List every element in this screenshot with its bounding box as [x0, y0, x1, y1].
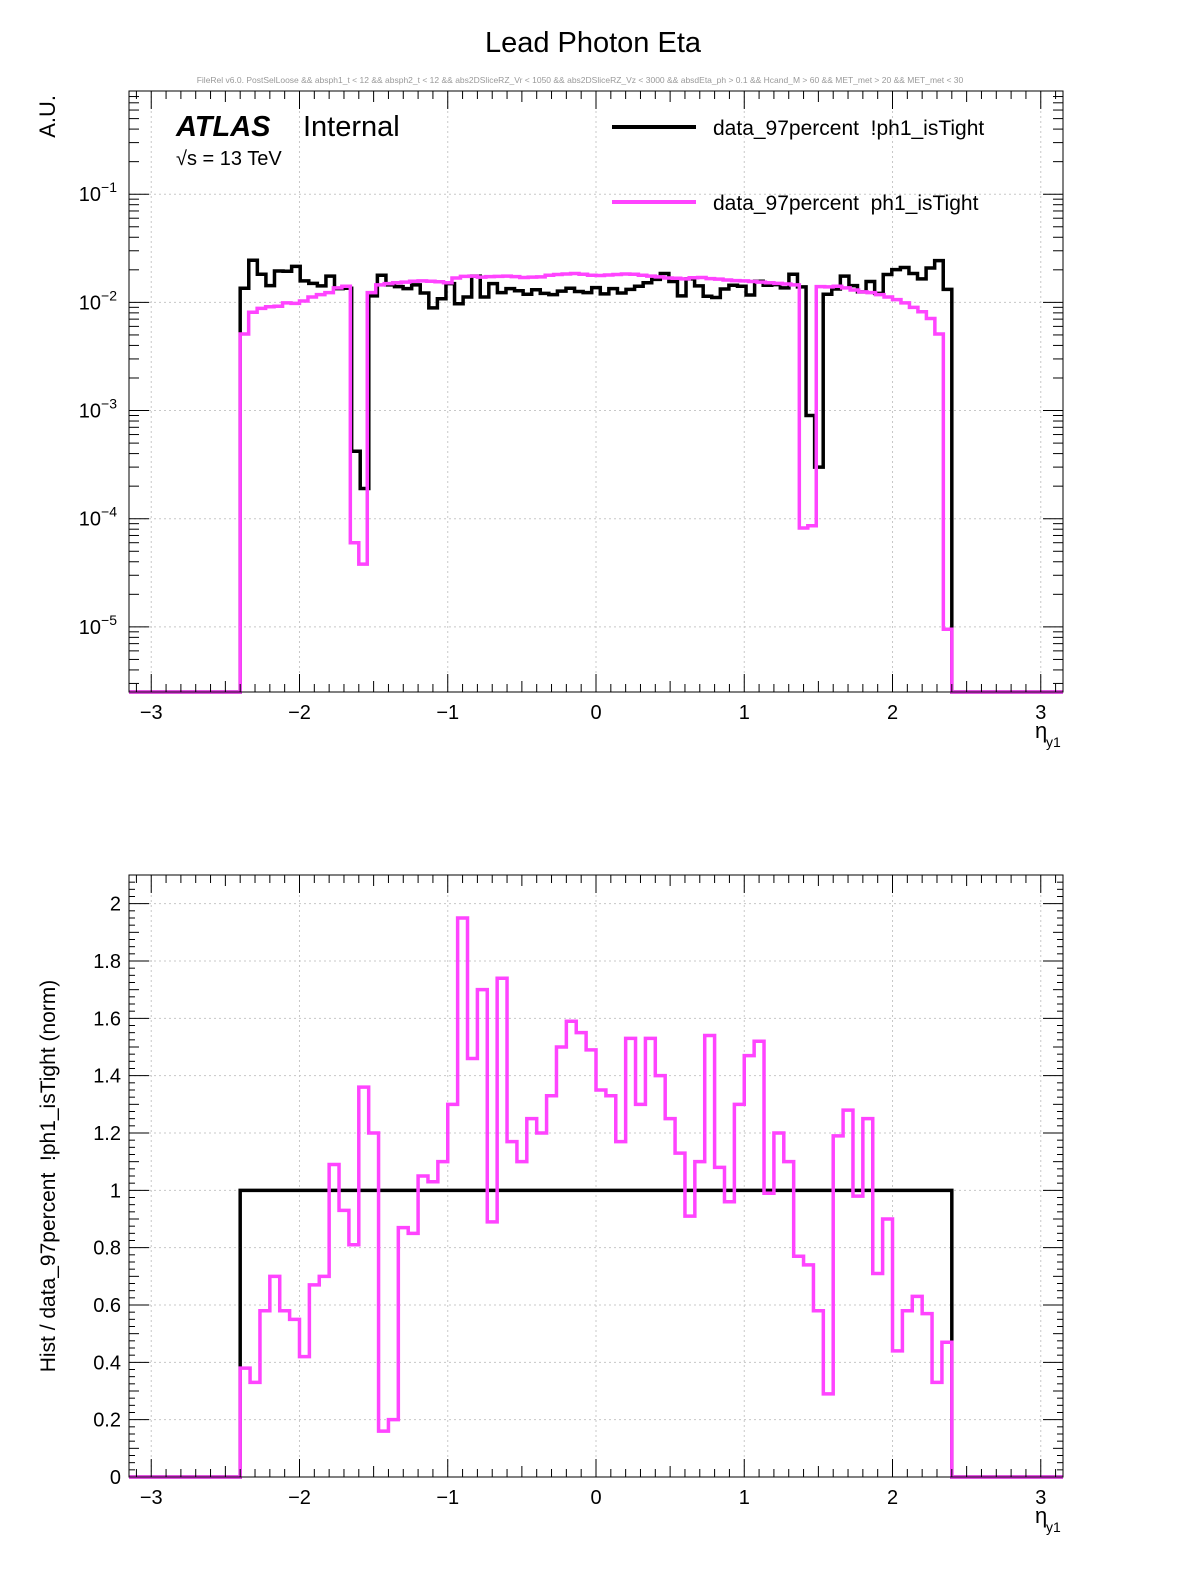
x-tick-label: 1 — [739, 702, 750, 724]
legend: data_97percent !ph1_isTight data_97perce… — [612, 117, 984, 215]
y-tick-label: 1.2 — [93, 1123, 121, 1145]
y-axis-ticks: 0 0.2 0.4 0.6 0.8 1 1.2 1.4 1.6 1.8 2 — [93, 874, 1063, 1489]
y-axis-label: Hist / data_97percent !ph1_isTight (norm… — [37, 980, 60, 1373]
x-tick-label: −2 — [288, 1487, 311, 1509]
x-tick-label: −2 — [288, 702, 311, 724]
y-axis-label: A.U. — [35, 95, 60, 138]
x-axis-label: η — [1035, 718, 1047, 743]
series-black-step-line — [129, 258, 1063, 694]
x-axis-label: η — [1035, 1503, 1047, 1528]
x-tick-label: 3 — [1035, 1487, 1046, 1509]
series-magenta-step-line — [129, 916, 1063, 1479]
y-tick-label: 10−4 — [79, 504, 117, 531]
y-tick-label: 1 — [110, 1180, 121, 1202]
y-tick-label: 2 — [110, 894, 121, 916]
y-tick-label: 10−3 — [79, 396, 117, 423]
x-tick-label: 3 — [1035, 702, 1046, 724]
y-tick-label: 10−2 — [79, 287, 117, 314]
x-tick-label: 2 — [887, 1487, 898, 1509]
energy-label: √s = 13 TeV — [176, 148, 282, 170]
x-tick-label: 0 — [590, 702, 601, 724]
ratio-panel: −3 −2 −1 0 1 2 3 0 0.2 0.4 0.6 0.8 1 1.2 1.4 1.6 1.8 2 ηy1… — [37, 874, 1064, 1535]
x-axis-label-sub: y1 — [1046, 1519, 1061, 1535]
series-magenta-step-line — [129, 271, 1063, 694]
atlas-experiment: ATLAS — [175, 111, 271, 143]
selection-cuts: FileRel v6.0. PostSelLoose && absph1_t <… — [197, 75, 964, 85]
y-tick-label: 1.6 — [93, 1008, 121, 1030]
y-tick-label: 10−1 — [79, 179, 117, 206]
x-tick-label: 2 — [887, 702, 898, 724]
y-tick-label: 0.4 — [93, 1352, 121, 1374]
x-tick-label: −1 — [436, 1487, 459, 1509]
atlas-status: Internal — [303, 111, 400, 143]
x-tick-label: 0 — [590, 1487, 601, 1509]
y-tick-label: 1.4 — [93, 1066, 121, 1088]
legend-label-black: data_97percent !ph1_isTight — [713, 117, 984, 140]
x-tick-label: −1 — [436, 702, 459, 724]
grid-lines — [129, 875, 1063, 1478]
y-tick-label: 0.8 — [93, 1238, 121, 1260]
y-tick-label: 0.6 — [93, 1295, 121, 1317]
x-tick-label: 1 — [739, 1487, 750, 1509]
chart-title: Lead Photon Eta — [485, 27, 702, 59]
atlas-label: ATLAS Internal √s = 13 TeV — [175, 111, 400, 170]
y-tick-label: 1.8 — [93, 951, 121, 973]
x-tick-label: −3 — [140, 1487, 163, 1509]
x-axis-ticks: −3 −2 −1 0 1 2 3 — [135, 91, 1057, 724]
y-tick-label: 0.2 — [93, 1410, 121, 1432]
y-tick-label: 10−5 — [79, 612, 117, 639]
top-panel: −3 −2 −1 0 1 2 3 10−5 10−4 10−3 10−2 10−1 ηy1 A.U. — [35, 90, 1064, 750]
x-tick-label: −3 — [140, 702, 163, 724]
y-axis-ticks: 10−5 10−4 10−3 10−2 10−1 — [79, 90, 1063, 684]
legend-label-magenta: data_97percent ph1_isTight — [713, 192, 979, 215]
x-axis-ticks: −3 −2 −1 0 1 2 3 — [135, 875, 1057, 1509]
series-black-step-line — [129, 1188, 1063, 1479]
y-tick-label: 0 — [110, 1467, 121, 1489]
grid-lines — [129, 91, 1063, 692]
x-axis-label-sub: y1 — [1046, 734, 1061, 750]
